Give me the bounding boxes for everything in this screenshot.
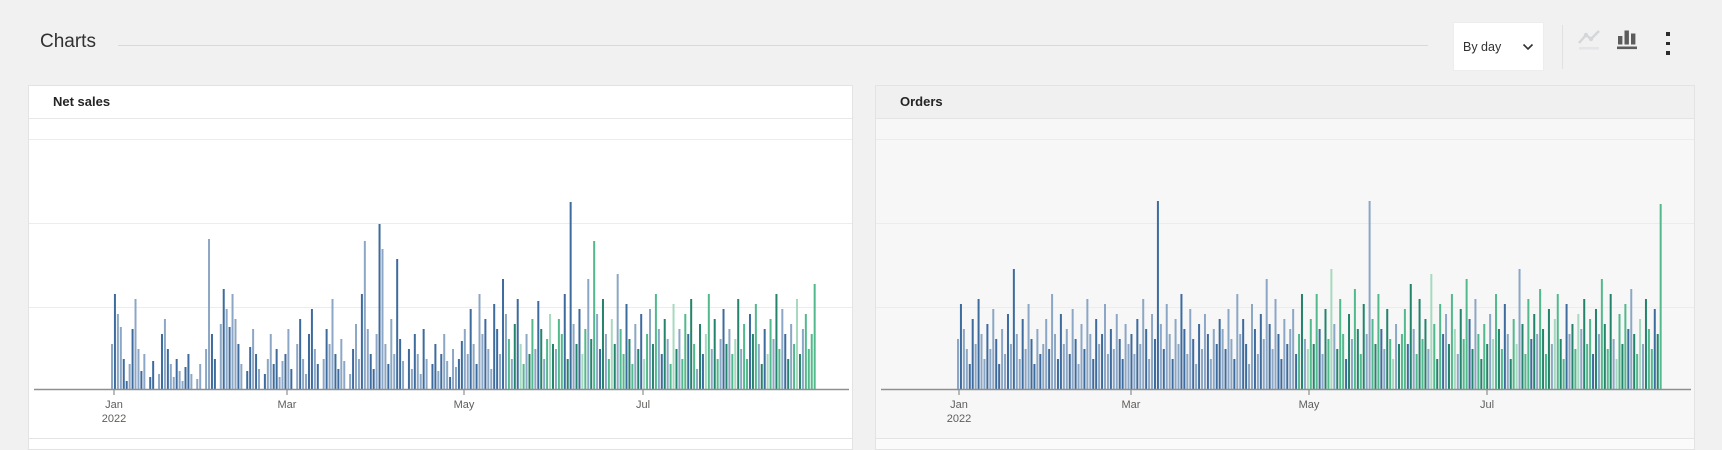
svg-text:2022: 2022 bbox=[102, 413, 126, 425]
orders-card: Orders Jan Mar May Jul 2022 bbox=[875, 85, 1695, 450]
bar-chart-icon[interactable] bbox=[1615, 27, 1639, 54]
svg-text:Jul: Jul bbox=[1480, 399, 1494, 411]
orders-card-header: Orders bbox=[876, 86, 1694, 119]
net-sales-card: Net sales Jan Mar May Jul 2022 bbox=[28, 85, 853, 450]
period-dropdown[interactable]: By day bbox=[1453, 22, 1544, 71]
next-section-peek bbox=[876, 438, 1694, 449]
page-title: Charts bbox=[40, 31, 96, 52]
kebab-menu-icon[interactable] bbox=[1666, 32, 1670, 55]
orders-bar-chart[interactable]: Jan Mar May Jul 2022 bbox=[876, 86, 1695, 450]
title-divider-line bbox=[118, 45, 1428, 46]
svg-text:2022: 2022 bbox=[947, 413, 971, 425]
svg-text:Mar: Mar bbox=[1122, 399, 1141, 411]
net-sales-bar-chart[interactable]: Jan Mar May Jul 2022 bbox=[29, 86, 853, 450]
svg-text:May: May bbox=[1299, 399, 1320, 411]
chart-title: Net sales bbox=[53, 94, 111, 109]
next-section-peek bbox=[29, 438, 852, 449]
svg-text:May: May bbox=[454, 399, 475, 411]
net-sales-card-header: Net sales bbox=[29, 86, 852, 119]
svg-text:Jan: Jan bbox=[950, 399, 968, 411]
period-dropdown-label: By day bbox=[1463, 39, 1502, 54]
line-chart-icon[interactable] bbox=[1576, 28, 1602, 54]
chart-title: Orders bbox=[900, 94, 943, 109]
chevron-down-icon bbox=[1522, 43, 1534, 51]
svg-text:Jul: Jul bbox=[636, 399, 650, 411]
toolbar-divider bbox=[1562, 25, 1563, 69]
svg-text:Jan: Jan bbox=[105, 399, 123, 411]
svg-text:Mar: Mar bbox=[278, 399, 297, 411]
